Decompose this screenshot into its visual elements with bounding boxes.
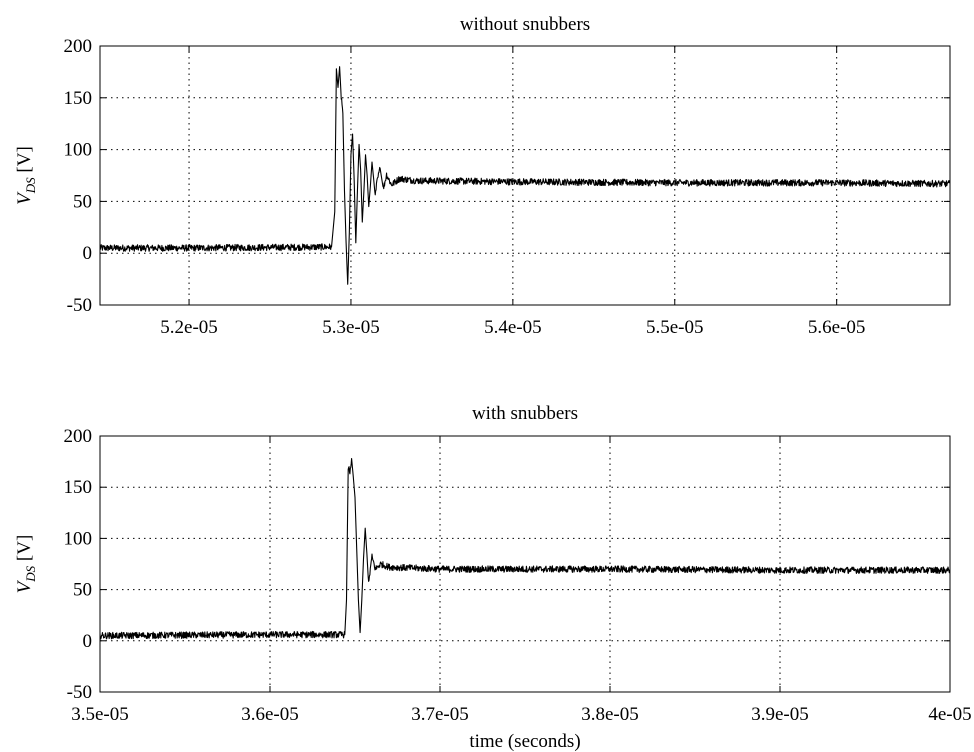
x-tick-label: 3.6e-05 <box>241 704 299 725</box>
x-tick-label: 5.4e-05 <box>484 317 542 338</box>
panel-with-snubbers: with snubbers 3.5e-05 3.6e-05 3.7e-05 3.8e-0… <box>14 403 972 752</box>
vds-trace <box>99 66 951 285</box>
plot-frame <box>99 435 951 693</box>
panel-without-snubbers: without snubbers 5.2e-05 5.3e-05 5.4e-05 5.5… <box>14 14 951 338</box>
y-axis-label: VDS [V] <box>14 535 38 594</box>
y-tick-label: 100 <box>64 140 93 161</box>
x-tick-label: 5.3e-05 <box>322 317 380 338</box>
x-tick-label: 3.5e-05 <box>71 704 129 725</box>
y-tick-label: 200 <box>64 36 93 57</box>
y-tick-label: -50 <box>67 682 92 703</box>
vds-trace <box>99 457 951 640</box>
x-tick-label: 5.5e-05 <box>646 317 704 338</box>
y-tick-label: 150 <box>64 477 93 498</box>
chart-title: with snubbers <box>472 403 578 424</box>
y-axis-label: VDS [V] <box>14 146 38 205</box>
x-tick-label: 4e-05 <box>928 704 971 725</box>
x-tick-label: 5.2e-05 <box>160 317 218 338</box>
x-tick-label: 3.7e-05 <box>411 704 469 725</box>
y-tick-label: 50 <box>73 580 92 601</box>
x-axis-label: time (seconds) <box>469 731 580 752</box>
y-tick-label: 200 <box>64 426 93 447</box>
x-tick-label: 3.9e-05 <box>751 704 809 725</box>
y-tick-label: 100 <box>64 528 93 549</box>
plot-frame <box>99 45 951 306</box>
chart-title: without snubbers <box>460 14 590 35</box>
y-tick-label: -50 <box>67 295 92 316</box>
x-tick-label: 3.8e-05 <box>581 704 639 725</box>
y-tick-label: 0 <box>83 631 93 652</box>
x-tick-label: 5.6e-05 <box>808 317 866 338</box>
y-tick-label: 50 <box>73 191 92 212</box>
y-tick-label: 0 <box>83 243 93 264</box>
y-tick-label: 150 <box>64 88 93 109</box>
